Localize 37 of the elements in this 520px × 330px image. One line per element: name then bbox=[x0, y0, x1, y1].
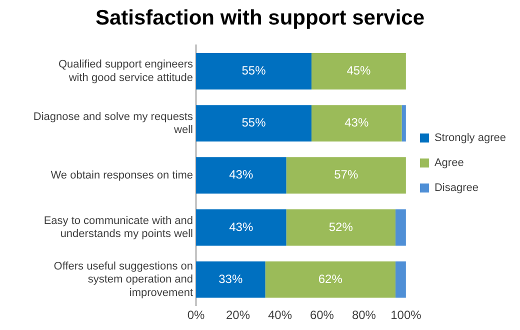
legend-label: Agree bbox=[434, 157, 464, 170]
y-tick-label: Easy to communicate with and understands my points well bbox=[44, 214, 193, 240]
data-label: 33% bbox=[218, 272, 243, 286]
chart-title: Satisfaction with support service bbox=[95, 6, 425, 30]
data-label: 43% bbox=[344, 116, 369, 130]
bar bbox=[196, 209, 286, 246]
bar bbox=[395, 261, 406, 298]
data-label: 52% bbox=[328, 220, 354, 234]
data-label: 62% bbox=[318, 272, 343, 286]
bar bbox=[196, 261, 266, 298]
legend-label: Disagree bbox=[434, 182, 478, 194]
x-tick-label: 0% bbox=[187, 308, 205, 322]
data-label: 43% bbox=[229, 168, 254, 182]
x-tick-label: 100% bbox=[390, 308, 422, 322]
bar bbox=[265, 261, 396, 298]
bar bbox=[196, 157, 286, 194]
x-tick-label: 20% bbox=[226, 308, 250, 322]
data-label: 55% bbox=[242, 64, 266, 78]
x-tick-label: 80% bbox=[352, 308, 376, 322]
x-tick-label: 60% bbox=[310, 308, 334, 322]
y-tick-label: We obtain responses on time bbox=[50, 169, 193, 182]
data-label: 57% bbox=[334, 168, 358, 182]
bar bbox=[311, 105, 402, 142]
data-label: 43% bbox=[229, 220, 254, 234]
y-tick-label: Diagnose and solve my requests well bbox=[33, 110, 194, 136]
bar bbox=[196, 53, 312, 90]
bar bbox=[311, 53, 406, 90]
bar bbox=[286, 157, 406, 194]
bar bbox=[196, 105, 312, 142]
bar bbox=[286, 209, 396, 246]
y-tick-label: Offers useful suggestions on system operation and improvement bbox=[54, 260, 193, 299]
data-label: 45% bbox=[346, 64, 372, 78]
x-tick-label: 40% bbox=[268, 308, 292, 322]
data-label: 55% bbox=[242, 116, 266, 130]
y-tick-label: Qualified support engineers with good service attitude bbox=[58, 58, 194, 84]
legend-label: Strongly agree bbox=[434, 132, 506, 144]
bar bbox=[395, 209, 406, 246]
